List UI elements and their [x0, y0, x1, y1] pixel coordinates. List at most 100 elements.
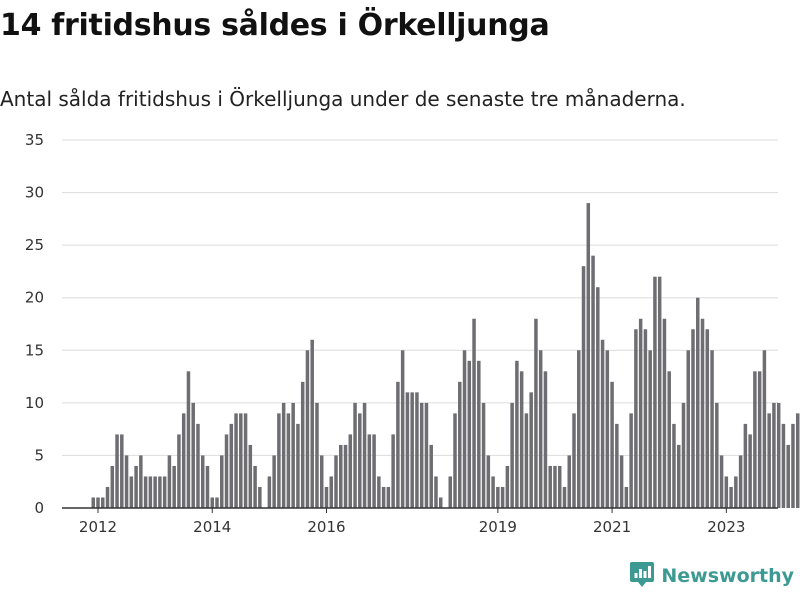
y-tick-label: 25: [25, 236, 44, 254]
bar: [772, 402, 776, 508]
bar: [553, 465, 557, 508]
bar: [577, 350, 581, 508]
bar-series: [91, 203, 800, 509]
bar: [148, 476, 153, 508]
bar: [534, 318, 538, 508]
bar: [672, 423, 676, 508]
bar: [91, 497, 95, 508]
bar: [339, 444, 343, 508]
newsworthy-wordmark: Newsworthy: [661, 565, 794, 587]
bar: [210, 497, 214, 508]
bar: [543, 371, 548, 508]
bar: [515, 360, 519, 508]
bar: [381, 486, 386, 508]
bar: [129, 476, 134, 508]
bar: [591, 255, 595, 508]
bar: [239, 413, 243, 508]
newsworthy-logo: Newsworthy: [629, 560, 794, 592]
bar: [696, 297, 700, 508]
bar: [143, 476, 148, 508]
bar: [286, 413, 291, 508]
bar: [400, 350, 405, 508]
bar: [224, 434, 229, 508]
bar: [186, 371, 191, 508]
bar: [115, 434, 119, 508]
bar: [648, 350, 652, 508]
bar: [786, 444, 790, 508]
bar: [96, 497, 100, 508]
bar: [719, 455, 724, 508]
bar: [434, 476, 438, 508]
bar: [734, 476, 738, 508]
bar: [419, 402, 424, 508]
bar: [462, 350, 467, 508]
bar: [153, 476, 157, 508]
bar: [538, 350, 543, 508]
bar: [562, 486, 567, 508]
y-axis-labels: 0 5 10 15 20 25 30 35: [25, 131, 44, 517]
bar: [458, 381, 462, 508]
bar: [757, 371, 762, 508]
bar: [738, 455, 743, 508]
bar: [448, 476, 452, 508]
bar: [781, 423, 786, 508]
bar: [386, 486, 391, 508]
bar: [691, 329, 695, 508]
bar: [662, 318, 667, 508]
bar: [424, 402, 429, 508]
bar: [795, 413, 800, 508]
bar: [391, 434, 395, 508]
bar: [472, 318, 476, 508]
bar: [353, 402, 357, 508]
bar: [700, 318, 705, 508]
bar: [319, 455, 324, 508]
bar: [177, 434, 181, 508]
bar: [329, 476, 333, 508]
bar: [205, 465, 210, 508]
bar: [167, 455, 172, 508]
bar: [581, 266, 586, 508]
bar: [600, 339, 605, 508]
bar: [715, 402, 719, 508]
bar: [181, 413, 186, 508]
bar: [315, 402, 319, 508]
bar: [438, 497, 443, 508]
bar: [619, 455, 624, 508]
bar: [396, 381, 400, 508]
bar: [486, 455, 491, 508]
bar: [277, 413, 281, 508]
bar: [605, 350, 610, 508]
bar: [624, 486, 629, 508]
bar: [348, 434, 353, 508]
chart-subtitle: Antal sålda fritidshus i Örkelljunga und…: [0, 87, 686, 111]
bar: [705, 329, 710, 508]
bar: [629, 413, 633, 508]
bar: [496, 486, 500, 508]
bar: [291, 402, 295, 508]
bar: [334, 455, 338, 508]
bar: [162, 476, 167, 508]
y-tick-label: 20: [25, 289, 44, 307]
x-tick-label: 2012: [79, 518, 117, 536]
bar: [491, 476, 495, 508]
bar: [105, 486, 110, 508]
bar: [272, 455, 276, 508]
bar: [762, 350, 767, 508]
bar: [296, 423, 300, 508]
bar: [657, 276, 662, 508]
bar: [477, 360, 481, 508]
bar: [634, 329, 638, 508]
bar: [686, 350, 690, 508]
bar: [310, 339, 314, 508]
bar: [586, 203, 591, 509]
bar: [200, 455, 205, 508]
y-tick-label: 15: [25, 341, 44, 359]
bar: [753, 371, 757, 508]
bar: [643, 329, 648, 508]
y-tick-label: 35: [25, 131, 44, 149]
bar: [572, 413, 576, 508]
x-tick-label: 2019: [479, 518, 517, 536]
bar: [743, 423, 748, 508]
bar: [724, 476, 729, 508]
x-tick-label: 2016: [307, 518, 345, 536]
